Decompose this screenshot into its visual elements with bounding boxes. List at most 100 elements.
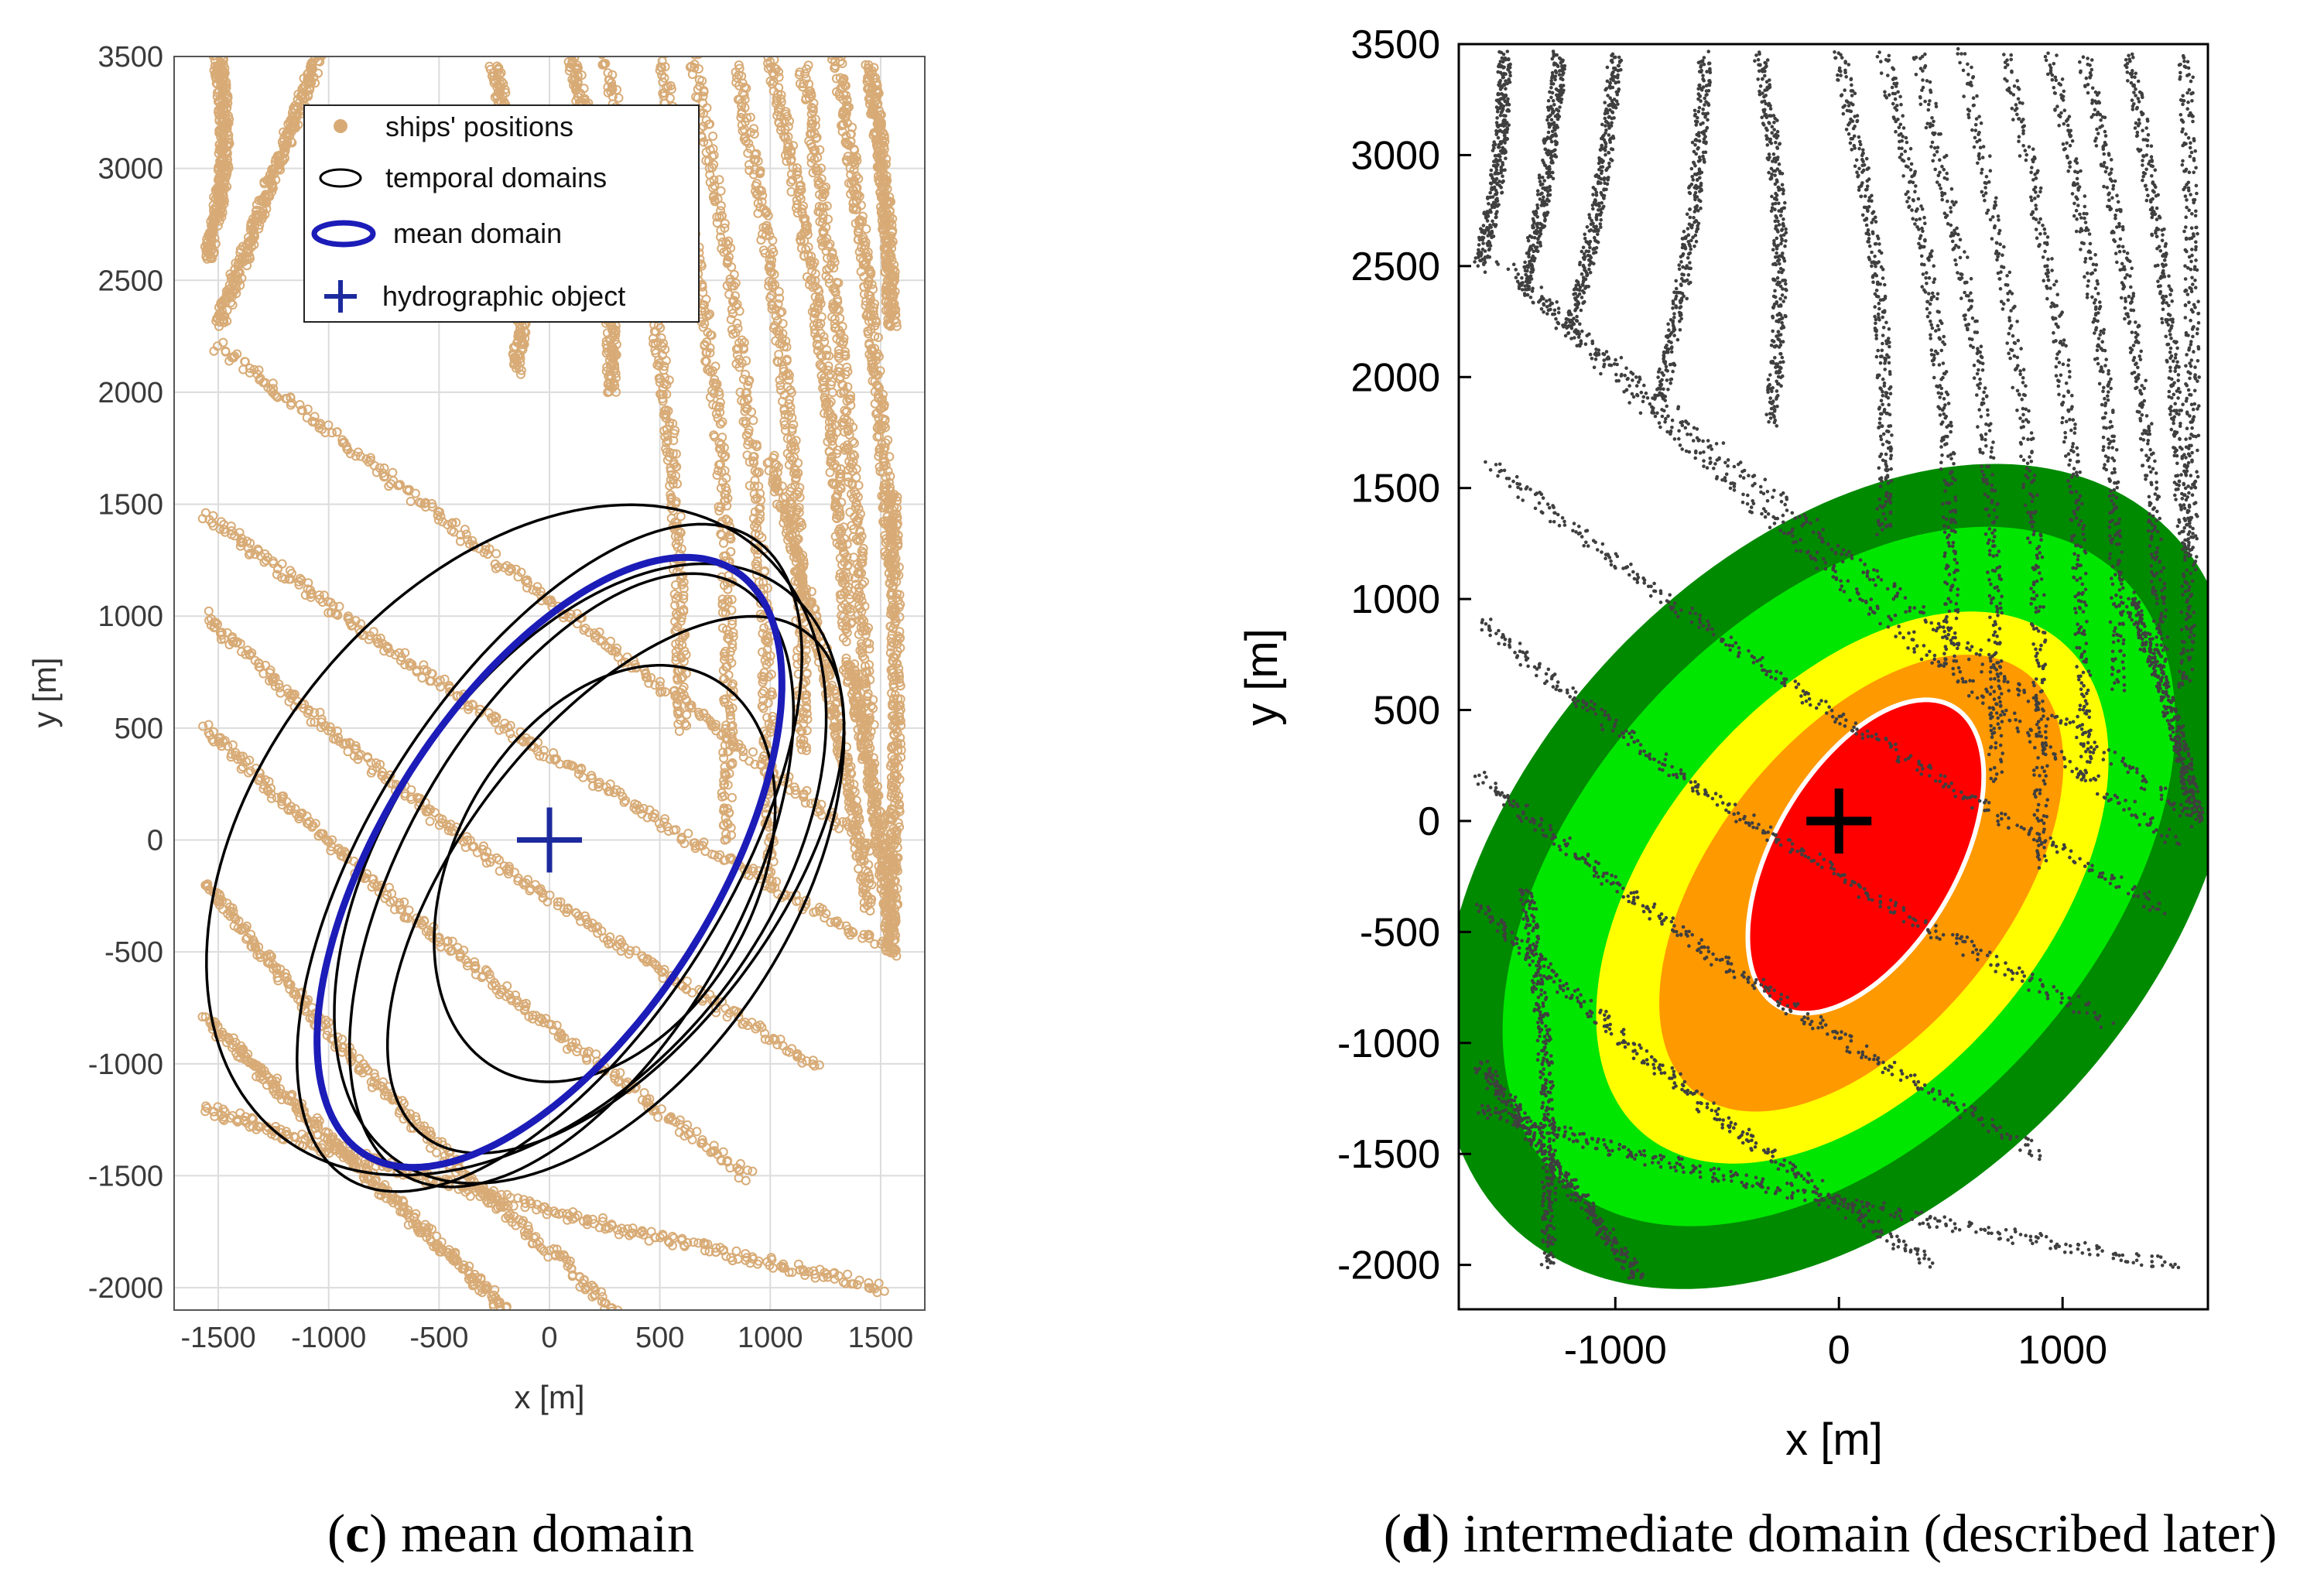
ship-position-point xyxy=(213,897,223,907)
ship-position-point xyxy=(711,1003,721,1013)
ship-position-point xyxy=(671,825,681,835)
ship-position-point xyxy=(722,1012,732,1022)
ship-position-point xyxy=(361,454,371,464)
ship-position-point xyxy=(641,668,651,678)
ship-position-point xyxy=(832,916,842,926)
ship-position-point xyxy=(671,1117,681,1127)
ship-position-point xyxy=(366,1077,376,1087)
ship-position-point xyxy=(333,1032,343,1042)
ship-position-point xyxy=(687,1134,697,1144)
ship-position-point xyxy=(420,498,430,508)
ship-position-point xyxy=(302,818,312,828)
ship-position-point xyxy=(591,923,601,933)
ship-position-point xyxy=(679,1241,690,1251)
ship-position-point xyxy=(467,841,477,851)
ship-position-point xyxy=(393,1195,403,1205)
ship-position-point xyxy=(797,1058,807,1068)
ship-position-point xyxy=(247,1113,257,1123)
ship-position-point xyxy=(442,937,452,947)
ship-position-point xyxy=(320,428,330,438)
ship-position-point xyxy=(748,866,758,876)
ship-position-point xyxy=(239,1049,249,1059)
ship-position-point xyxy=(436,682,446,692)
panel-c-ship-track xyxy=(200,48,234,264)
ship-position-point xyxy=(426,1143,436,1153)
ship-position-point xyxy=(480,852,490,862)
ship-position-point xyxy=(607,1306,617,1310)
ship-position-point xyxy=(635,804,645,814)
ship-position-point xyxy=(546,1020,556,1030)
ship-position-point xyxy=(265,178,276,188)
ship-position-point xyxy=(659,965,669,974)
ship-position-point xyxy=(272,570,282,580)
ship-position-point xyxy=(571,908,580,918)
ship-position-point xyxy=(852,1280,862,1290)
ship-position-point xyxy=(382,1193,391,1203)
ship-position-point xyxy=(690,838,700,848)
ship-position-point xyxy=(734,1011,744,1021)
ship-position-point xyxy=(236,764,246,774)
ship-position-point xyxy=(743,1021,753,1031)
ship-position-point xyxy=(475,1192,485,1202)
ship-position-point xyxy=(525,886,535,895)
ship-position-point xyxy=(809,1061,820,1071)
ship-position-point xyxy=(568,1207,578,1217)
ship-position-point xyxy=(611,1312,619,1319)
ship-position-point xyxy=(268,676,278,686)
ship-position-point xyxy=(215,891,225,901)
ship-position-point xyxy=(197,1012,207,1021)
ship-position-point xyxy=(427,1224,436,1234)
ship-position-point xyxy=(495,1302,505,1310)
ship-position-point xyxy=(365,453,375,463)
ship-position-point xyxy=(865,1284,875,1293)
ship-position-point xyxy=(245,539,255,548)
ship-position-point xyxy=(505,566,514,576)
ship-position-point xyxy=(286,802,296,812)
ship-position-point xyxy=(597,1287,606,1297)
ship-position-point xyxy=(638,1230,649,1240)
ship-position-point xyxy=(404,486,414,496)
ship-position-point xyxy=(255,373,265,383)
ship-position-point xyxy=(604,1223,614,1233)
ship-position-point xyxy=(332,427,342,437)
ship-position-point xyxy=(213,48,221,56)
ship-position-point xyxy=(495,89,505,99)
ship-position-point xyxy=(614,1230,624,1240)
ship-position-point xyxy=(573,765,584,775)
ship-position-point xyxy=(353,754,363,765)
ship-position-point xyxy=(486,1195,496,1204)
ship-position-point xyxy=(605,932,615,942)
ship-position-point xyxy=(255,773,265,783)
ship-position-point xyxy=(210,618,221,628)
ship-position-point xyxy=(339,438,349,448)
ship-position-point xyxy=(657,686,667,696)
ship-position-point xyxy=(461,529,471,539)
ship-position-point xyxy=(306,717,316,727)
ship-position-point xyxy=(563,1215,573,1225)
ship-position-point xyxy=(436,511,446,522)
ship-position-point xyxy=(492,91,502,101)
ship-position-point xyxy=(792,1052,803,1062)
ship-position-point xyxy=(374,638,384,648)
ship-position-point xyxy=(521,576,531,587)
ship-position-point xyxy=(464,1261,474,1271)
ship-position-point xyxy=(323,1025,333,1035)
ship-position-point xyxy=(437,517,447,527)
ship-position-point xyxy=(276,1084,285,1094)
ship-position-point xyxy=(270,389,279,399)
ship-position-point xyxy=(326,597,336,607)
ship-position-point xyxy=(738,1019,748,1029)
ship-position-point xyxy=(459,1260,469,1270)
ship-position-point xyxy=(555,759,565,769)
ship-position-point xyxy=(532,747,542,757)
ship-position-point xyxy=(611,647,621,657)
ship-position-point xyxy=(815,1264,825,1274)
ship-position-point xyxy=(550,1250,560,1260)
ship-position-point xyxy=(282,684,292,694)
ship-position-point xyxy=(498,1203,508,1212)
ship-position-point xyxy=(345,739,355,748)
ship-position-point xyxy=(372,762,382,772)
ship-position-point xyxy=(488,980,497,990)
ship-position-point xyxy=(542,897,553,907)
ship-position-point xyxy=(252,200,262,210)
